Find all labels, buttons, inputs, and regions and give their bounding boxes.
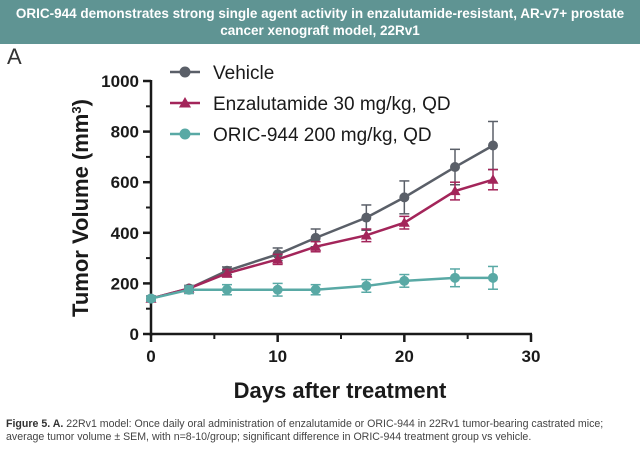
y-axis-label-close: ) bbox=[68, 99, 93, 106]
data-point-marker bbox=[450, 272, 460, 283]
data-point-marker bbox=[398, 217, 410, 227]
data-point-marker bbox=[399, 192, 410, 203]
panel-label: A bbox=[7, 44, 22, 69]
x-tick-label: 0 bbox=[146, 347, 155, 366]
series-1 bbox=[146, 120, 498, 304]
data-point-marker bbox=[449, 185, 461, 196]
data-point-marker bbox=[488, 272, 498, 283]
chart-axes: 0 200 400 600 800 1000 0 10 20 30 bbox=[101, 72, 540, 366]
data-point-marker bbox=[222, 284, 232, 295]
x-axis-label: Days after treatment bbox=[234, 378, 447, 403]
figure-caption: Figure 5. A. 22Rv1 model: Once daily ora… bbox=[6, 418, 634, 444]
data-point-marker bbox=[361, 212, 372, 223]
x-tick-label: 10 bbox=[268, 347, 287, 366]
legend-item-2: Enzalutamide 30 mg/kg, QD bbox=[170, 94, 451, 115]
y-tick-label: 1000 bbox=[101, 72, 139, 91]
series-line bbox=[150, 178, 494, 300]
chart-legend: Vehicle Enzalutamide 30 mg/kg, QD ORIC-944… bbox=[170, 63, 451, 146]
data-point-marker bbox=[360, 229, 372, 240]
legend-label: Enzalutamide 30 mg/kg, QD bbox=[213, 94, 451, 115]
y-tick-label: 200 bbox=[111, 274, 139, 293]
y-tick-label: 400 bbox=[111, 224, 139, 243]
data-point-marker bbox=[361, 280, 372, 291]
series-3 bbox=[146, 265, 498, 304]
data-point-marker bbox=[179, 128, 191, 140]
y-axis-label-superscript: 3 bbox=[69, 106, 84, 113]
y-axis-label: Tumor Volume (mm3) bbox=[68, 99, 93, 317]
y-tick-label: 0 bbox=[130, 325, 139, 344]
x-tick-label: 30 bbox=[522, 347, 541, 366]
series-line bbox=[150, 144, 494, 300]
data-point-marker bbox=[146, 293, 156, 304]
caption-text: 22Rv1 model: Once daily oral administrat… bbox=[6, 418, 604, 443]
data-point-marker bbox=[184, 284, 194, 295]
data-point-marker bbox=[179, 66, 191, 78]
data-point-marker bbox=[272, 284, 283, 295]
data-point-marker bbox=[310, 232, 321, 243]
x-tick-label: 20 bbox=[395, 347, 414, 366]
chart-banner-title: ORIC-944 demonstrates strong single agen… bbox=[0, 0, 640, 44]
chart-series bbox=[145, 120, 499, 304]
data-point-marker bbox=[178, 96, 192, 108]
y-tick-label: 600 bbox=[111, 173, 139, 192]
data-point-marker bbox=[488, 140, 498, 151]
caption-label: Figure 5. A. bbox=[6, 418, 64, 430]
data-point-marker bbox=[310, 241, 322, 251]
y-axis-label-main: Tumor Volume (mm bbox=[68, 114, 93, 317]
data-point-marker bbox=[221, 267, 233, 278]
data-point-marker bbox=[450, 162, 460, 173]
tumor-volume-chart: 0 200 400 600 800 1000 0 10 20 30 Vehicle Enzaluta… bbox=[68, 63, 540, 403]
data-point-marker bbox=[272, 253, 284, 264]
data-point-marker bbox=[399, 275, 410, 286]
legend-label: Vehicle bbox=[213, 63, 274, 84]
legend-label: ORIC-944 200 mg/kg, QD bbox=[213, 125, 432, 146]
data-point-marker bbox=[310, 284, 321, 295]
y-tick-label: 800 bbox=[111, 123, 139, 142]
legend-item-3: ORIC-944 200 mg/kg, QD bbox=[170, 125, 432, 146]
legend-item-1: Vehicle bbox=[170, 63, 274, 84]
data-point-marker bbox=[487, 174, 499, 184]
